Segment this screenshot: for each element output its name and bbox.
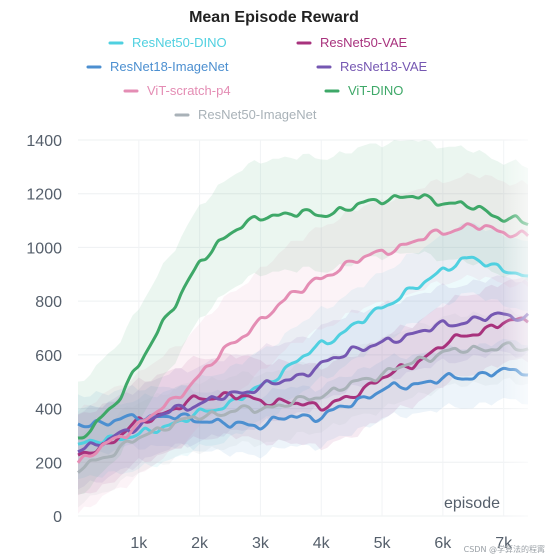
x-tick-label: 2k bbox=[191, 535, 209, 552]
band-resnet18-imagenet bbox=[78, 338, 528, 459]
legend-label: ResNet18-ImageNet bbox=[110, 59, 229, 74]
legend-label: ViT-scratch-p4 bbox=[147, 83, 231, 98]
legend[interactable]: ResNet50-DINO ResNet50-VAE ResNet18-ImageN… bbox=[86, 35, 428, 122]
grid bbox=[78, 139, 528, 517]
chart-title: Mean Episode Reward bbox=[189, 9, 359, 26]
x-axis-label: episode bbox=[444, 495, 500, 512]
x-tick-label: 5k bbox=[374, 535, 392, 552]
y-tick-label: 400 bbox=[35, 402, 62, 419]
band-vit-dino bbox=[78, 140, 528, 495]
right-fade bbox=[500, 120, 548, 520]
x-tick-label: 4k bbox=[313, 535, 331, 552]
legend-item-vit-dino[interactable]: ViT-DINO bbox=[324, 83, 403, 98]
series-line-resnet18-vae bbox=[77, 311, 530, 454]
legend-item-vit-scratch-p4[interactable]: ViT-scratch-p4 bbox=[123, 83, 231, 98]
y-tick-label: 1000 bbox=[26, 240, 62, 257]
x-tick-label: 1k bbox=[130, 535, 148, 552]
y-tick-label: 600 bbox=[35, 348, 62, 365]
legend-item-resnet18-imagenet[interactable]: ResNet18-ImageNet bbox=[86, 59, 229, 74]
y-tick-label: 0 bbox=[53, 509, 62, 526]
y-tick-label: 200 bbox=[35, 455, 62, 472]
legend-item-resnet50-imagenet[interactable]: ResNet50-ImageNet bbox=[174, 107, 317, 122]
x-tick-label: 6k bbox=[434, 535, 452, 552]
series-line-vit-scratch-p4 bbox=[76, 222, 530, 464]
confidence-bands bbox=[78, 140, 528, 514]
x-tick-label: 3k bbox=[252, 535, 270, 552]
legend-label: ResNet50-DINO bbox=[132, 35, 227, 50]
legend-label: ResNet18-VAE bbox=[340, 59, 428, 74]
y-tick-label: 1400 bbox=[26, 133, 62, 150]
watermark-text: CSDN @学算法的程寗 bbox=[464, 544, 545, 554]
axis-ticks: 0 200 400 600 800 1000 1200 1400 1k 2k 3k 4k 5k 6k 7k bbox=[26, 133, 513, 552]
series-line-vit-dino bbox=[77, 193, 529, 440]
y-tick-label: 1200 bbox=[26, 187, 62, 204]
band-resnet18-vae bbox=[78, 275, 528, 490]
legend-item-resnet50-dino[interactable]: ResNet50-DINO bbox=[108, 35, 227, 50]
legend-label: ResNet50-ImageNet bbox=[198, 107, 317, 122]
y-tick-label: 800 bbox=[35, 294, 62, 311]
series-line-resnet50-imagenet bbox=[77, 341, 529, 474]
band-resnet50-dino bbox=[78, 222, 528, 480]
legend-label: ViT-DINO bbox=[348, 83, 403, 98]
legend-item-resnet50-vae[interactable]: ResNet50-VAE bbox=[296, 35, 408, 50]
band-vit-scratch-p4 bbox=[78, 172, 528, 514]
x-tick-label: 7k bbox=[495, 535, 513, 552]
legend-label: ResNet50-VAE bbox=[320, 35, 408, 50]
series-lines bbox=[76, 193, 530, 474]
legend-item-resnet18-vae[interactable]: ResNet18-VAE bbox=[316, 59, 428, 74]
